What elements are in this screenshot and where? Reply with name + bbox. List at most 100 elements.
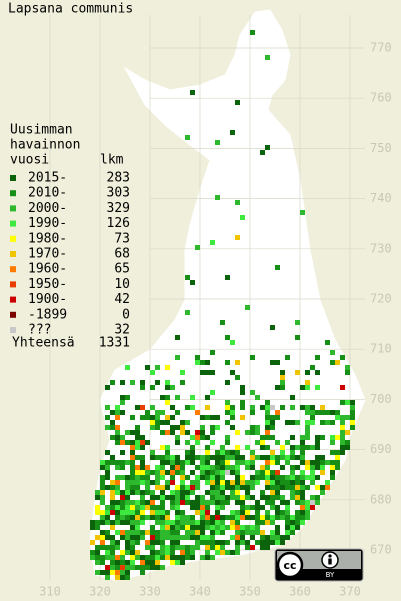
observation-cell <box>170 520 175 525</box>
observation-cell <box>280 445 285 450</box>
observation-cell <box>180 475 185 480</box>
observation-cell <box>280 370 285 375</box>
observation-cell <box>185 545 190 550</box>
observation-cell <box>190 520 195 525</box>
observation-cell <box>205 470 210 475</box>
observation-cell <box>140 515 145 520</box>
observation-cell <box>160 525 165 530</box>
observation-cell <box>165 485 170 490</box>
observation-cell <box>260 545 265 550</box>
observation-cell <box>185 550 190 555</box>
observation-cell <box>255 520 260 525</box>
observation-cell <box>165 385 170 390</box>
observation-cell <box>220 480 225 485</box>
observation-cell <box>95 560 100 565</box>
observation-cell <box>330 450 335 455</box>
observation-cell <box>190 545 195 550</box>
observation-cell <box>175 455 180 460</box>
observation-cell <box>120 570 125 575</box>
y-tick-label: 730 <box>370 241 392 255</box>
observation-cell <box>100 535 105 540</box>
observation-cell <box>180 480 185 485</box>
observation-cell <box>205 465 210 470</box>
observation-cell <box>225 525 230 530</box>
observation-cell <box>330 475 335 480</box>
observation-cell <box>120 530 125 535</box>
observation-cell <box>150 450 155 455</box>
observation-cell <box>275 440 280 445</box>
observation-cell <box>340 420 345 425</box>
observation-cell <box>285 420 290 425</box>
observation-cell <box>195 525 200 530</box>
observation-cell <box>255 525 260 530</box>
observation-cell <box>115 505 120 510</box>
observation-cell <box>225 460 230 465</box>
observation-cell <box>180 490 185 495</box>
observation-cell <box>200 360 205 365</box>
observation-cell <box>180 545 185 550</box>
observation-cell <box>180 520 185 525</box>
observation-cell <box>285 510 290 515</box>
observation-cell <box>205 550 210 555</box>
observation-cell <box>115 415 120 420</box>
observation-cell <box>105 515 110 520</box>
observation-cell <box>335 435 340 440</box>
observation-cell <box>300 500 305 505</box>
observation-cell <box>140 505 145 510</box>
observation-cell <box>150 455 155 460</box>
y-tick-label: 760 <box>370 91 392 105</box>
observation-cell <box>215 510 220 515</box>
observation-cell <box>200 430 205 435</box>
observation-cell <box>130 445 135 450</box>
observation-cell <box>145 475 150 480</box>
observation-cell <box>190 490 195 495</box>
observation-cell <box>330 435 335 440</box>
observation-cell <box>300 435 305 440</box>
observation-cell <box>135 520 140 525</box>
observation-cell <box>140 435 145 440</box>
legend-swatch <box>10 205 16 212</box>
observation-cell <box>155 365 160 370</box>
observation-cell <box>100 540 105 545</box>
observation-cell <box>320 490 325 495</box>
observation-cell <box>170 425 175 430</box>
observation-cell <box>225 515 230 520</box>
observation-cell <box>105 450 110 455</box>
observation-cell <box>240 475 245 480</box>
observation-cell <box>150 490 155 495</box>
observation-cell <box>265 510 270 515</box>
observation-cell <box>215 450 220 455</box>
observation-cell <box>295 420 300 425</box>
observation-cell <box>135 465 140 470</box>
observation-cell <box>185 455 190 460</box>
x-tick-label: 310 <box>39 585 61 599</box>
observation-cell <box>330 420 335 425</box>
observation-cell <box>180 525 185 530</box>
observation-cell <box>170 455 175 460</box>
observation-cell <box>150 525 155 530</box>
observation-cell <box>290 435 295 440</box>
observation-cell <box>280 450 285 455</box>
observation-cell <box>110 505 115 510</box>
observation-cell <box>235 485 240 490</box>
observation-cell <box>180 495 185 500</box>
observation-cell <box>145 470 150 475</box>
observation-cell <box>195 535 200 540</box>
observation-cell <box>215 490 220 495</box>
observation-cell <box>300 440 305 445</box>
observation-cell <box>275 530 280 535</box>
observation-cell <box>290 490 295 495</box>
observation-cell <box>105 385 110 390</box>
observation-cell <box>250 390 255 395</box>
observation-cell <box>170 545 175 550</box>
observation-cell <box>210 480 215 485</box>
observation-cell <box>325 480 330 485</box>
legend-label: 1990- <box>28 216 67 231</box>
observation-cell <box>125 495 130 500</box>
observation-cell <box>195 245 200 250</box>
observation-cell <box>125 530 130 535</box>
observation-cell <box>130 525 135 530</box>
observation-cell <box>225 360 230 365</box>
observation-cell <box>205 505 210 510</box>
observation-cell <box>165 530 170 535</box>
